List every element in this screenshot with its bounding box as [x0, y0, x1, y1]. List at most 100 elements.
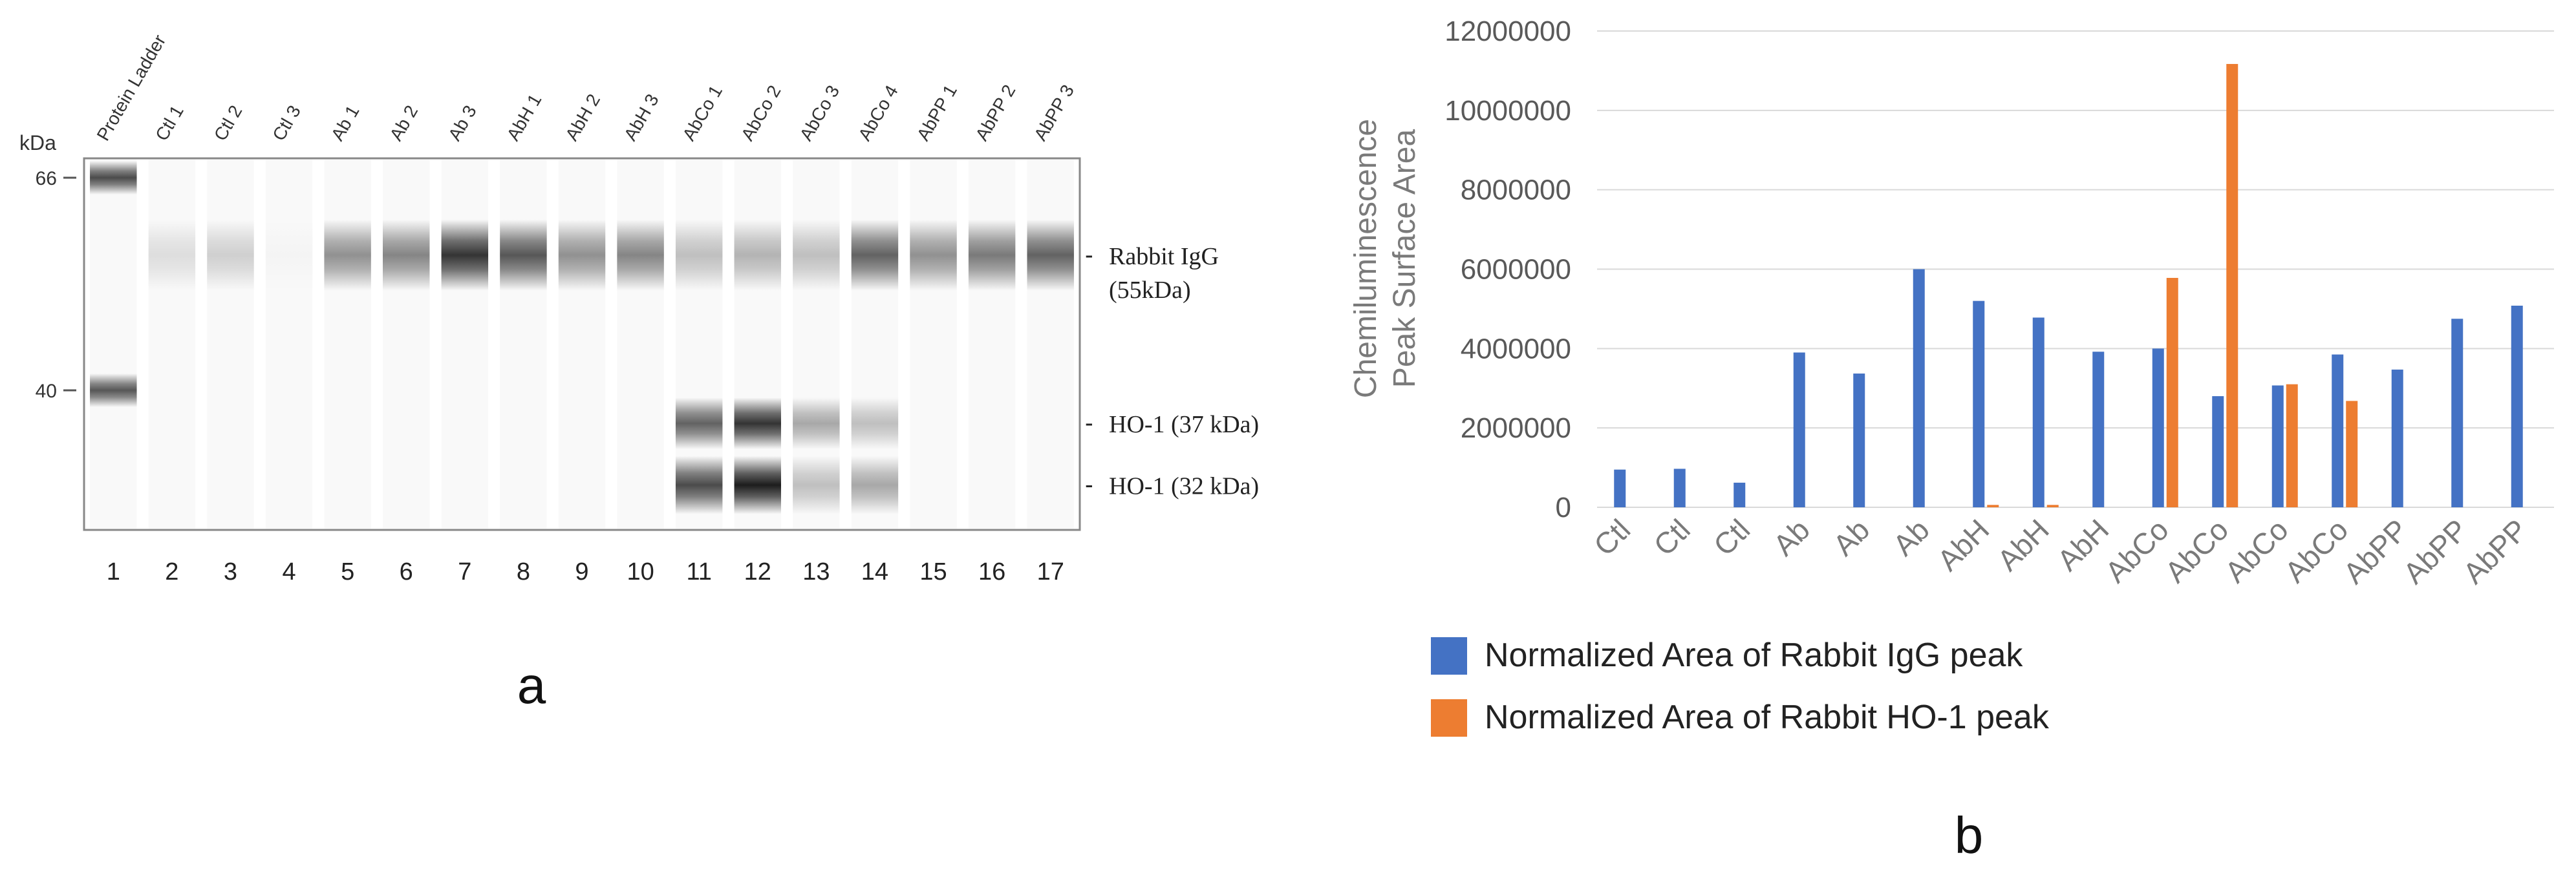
igg-band — [207, 219, 254, 291]
legend-label: Normalized Area of Rabbit HO-1 peak — [1485, 699, 2050, 736]
igg-bar — [1733, 482, 1746, 507]
y-tick-label: 8000000 — [1461, 174, 1571, 206]
x-tick-label: AbPP — [2396, 512, 2474, 590]
y-tick-label: 0 — [1556, 492, 1571, 523]
ho1-37-band — [851, 397, 899, 450]
annotation-label: HO-1 (37 kDa) — [1109, 411, 1259, 438]
igg-band — [148, 219, 196, 291]
lane-label: AbCo 4 — [854, 82, 902, 144]
x-tick-label: AbPP — [2456, 512, 2534, 590]
lane-number: 13 — [802, 558, 830, 585]
ladder-band — [90, 161, 137, 195]
igg-bar — [2032, 317, 2045, 507]
annotation-dash: - — [1085, 410, 1093, 437]
igg-bar — [2152, 348, 2164, 507]
lane-label: AbPP 2 — [971, 81, 1019, 144]
gel-border — [83, 157, 1081, 531]
igg-band — [734, 219, 781, 291]
igg-bar — [1853, 374, 1865, 507]
y-tick-label: 12000000 — [1444, 16, 1571, 47]
lane-number: 17 — [1037, 558, 1064, 585]
igg-bar — [2451, 319, 2463, 507]
igg-bar — [2092, 352, 2105, 507]
lane-label: AbCo 3 — [796, 82, 844, 144]
lane-number: 12 — [744, 558, 771, 585]
bar-legend: Normalized Area of Rabbit IgG peak Normal… — [1431, 637, 2050, 737]
lane-number: 11 — [686, 558, 711, 585]
bar-y-axis-label-line2: Peak Surface Area — [1388, 129, 1422, 388]
legend-swatch — [1431, 699, 1467, 737]
lane-number: 4 — [282, 558, 295, 585]
band-annotations: - Rabbit IgG(55kDa)- HO-1 (37 kDa)- HO-1 (3… — [1085, 242, 1259, 500]
lane-label: Ab 2 — [386, 102, 422, 144]
lane-label: AbPP 1 — [913, 81, 961, 144]
gel-lane-track — [383, 160, 429, 529]
lane-label: AbH 2 — [561, 90, 604, 144]
igg-bar — [1614, 469, 1626, 507]
y-tick-label: 10000000 — [1444, 95, 1571, 127]
ho1-32-band — [851, 456, 899, 514]
marker-label: 66 — [36, 168, 57, 189]
ho1-bar — [2346, 401, 2358, 507]
lane-label: AbCo 2 — [737, 82, 785, 144]
y-tick-label: 2000000 — [1461, 412, 1571, 444]
lane-label: Ab 1 — [327, 102, 363, 144]
lane-label: Ab 3 — [444, 102, 480, 144]
gel-lane-track — [149, 160, 195, 529]
gel-lane-track — [1027, 160, 1073, 529]
igg-bar — [1673, 469, 1686, 507]
lane-label: AbPP 3 — [1030, 81, 1078, 144]
igg-bar — [1793, 352, 1805, 507]
ho1-32-band — [734, 456, 781, 514]
ho1-32-band — [793, 456, 840, 514]
lane-label: AbH 1 — [503, 90, 546, 144]
bar-y-axis-label-line1: Chemiluminescence — [1349, 119, 1383, 398]
lane-number: 6 — [400, 558, 413, 585]
igg-bar — [1913, 269, 1925, 507]
ho1-bar — [2166, 278, 2178, 507]
igg-bar — [2511, 306, 2523, 507]
ho1-bar — [2046, 505, 2059, 507]
lane-label: Ctl 3 — [268, 102, 305, 144]
lane-label: Ctl 1 — [151, 102, 188, 144]
ladder-band — [90, 374, 137, 407]
x-tick-label: AbCo — [2099, 512, 2175, 589]
x-tick-label: AbCo — [2158, 512, 2235, 589]
gel-lane-track — [617, 160, 663, 529]
igg-band — [383, 219, 430, 291]
gel-lane-track — [559, 160, 605, 529]
igg-band — [265, 219, 313, 291]
annotation-dash: - — [1085, 242, 1093, 269]
gel-lane-track — [910, 160, 956, 529]
lane-number: 14 — [861, 558, 888, 585]
lane-number: 5 — [341, 558, 354, 585]
lane-number: 16 — [978, 558, 1005, 585]
lane-number: 9 — [575, 558, 588, 585]
igg-bar — [2391, 369, 2403, 507]
gel-lane-track — [266, 160, 312, 529]
x-tick-label: Ctl — [1707, 512, 1757, 562]
gel-lane-track — [500, 160, 546, 529]
igg-band — [617, 219, 664, 291]
bar-y-tick-labels: 0 2000000 4000000 6000000 8000000 10000000 120… — [1444, 16, 1571, 523]
annotation-label: (55kDa) — [1109, 277, 1191, 304]
bar-marks — [1614, 63, 2523, 507]
x-tick-label: Ab — [1886, 512, 1936, 562]
igg-band — [675, 219, 723, 291]
lane-number: 1 — [107, 558, 120, 585]
x-tick-label: AbPP — [2337, 512, 2414, 590]
igg-band — [910, 219, 957, 291]
gel-lane-track — [969, 160, 1015, 529]
annotation-label: Rabbit IgG — [1109, 243, 1219, 270]
ho1-bar — [2286, 384, 2298, 507]
ho1-37-band — [793, 397, 840, 450]
annotation-dash: - — [1085, 472, 1093, 499]
x-tick-label: Ctl — [1587, 512, 1637, 562]
gel-lane-track — [207, 160, 253, 529]
gel-bands — [90, 160, 1074, 529]
marker-label: 40 — [36, 381, 57, 402]
lane-number: 10 — [627, 558, 654, 585]
igg-band — [441, 219, 489, 291]
